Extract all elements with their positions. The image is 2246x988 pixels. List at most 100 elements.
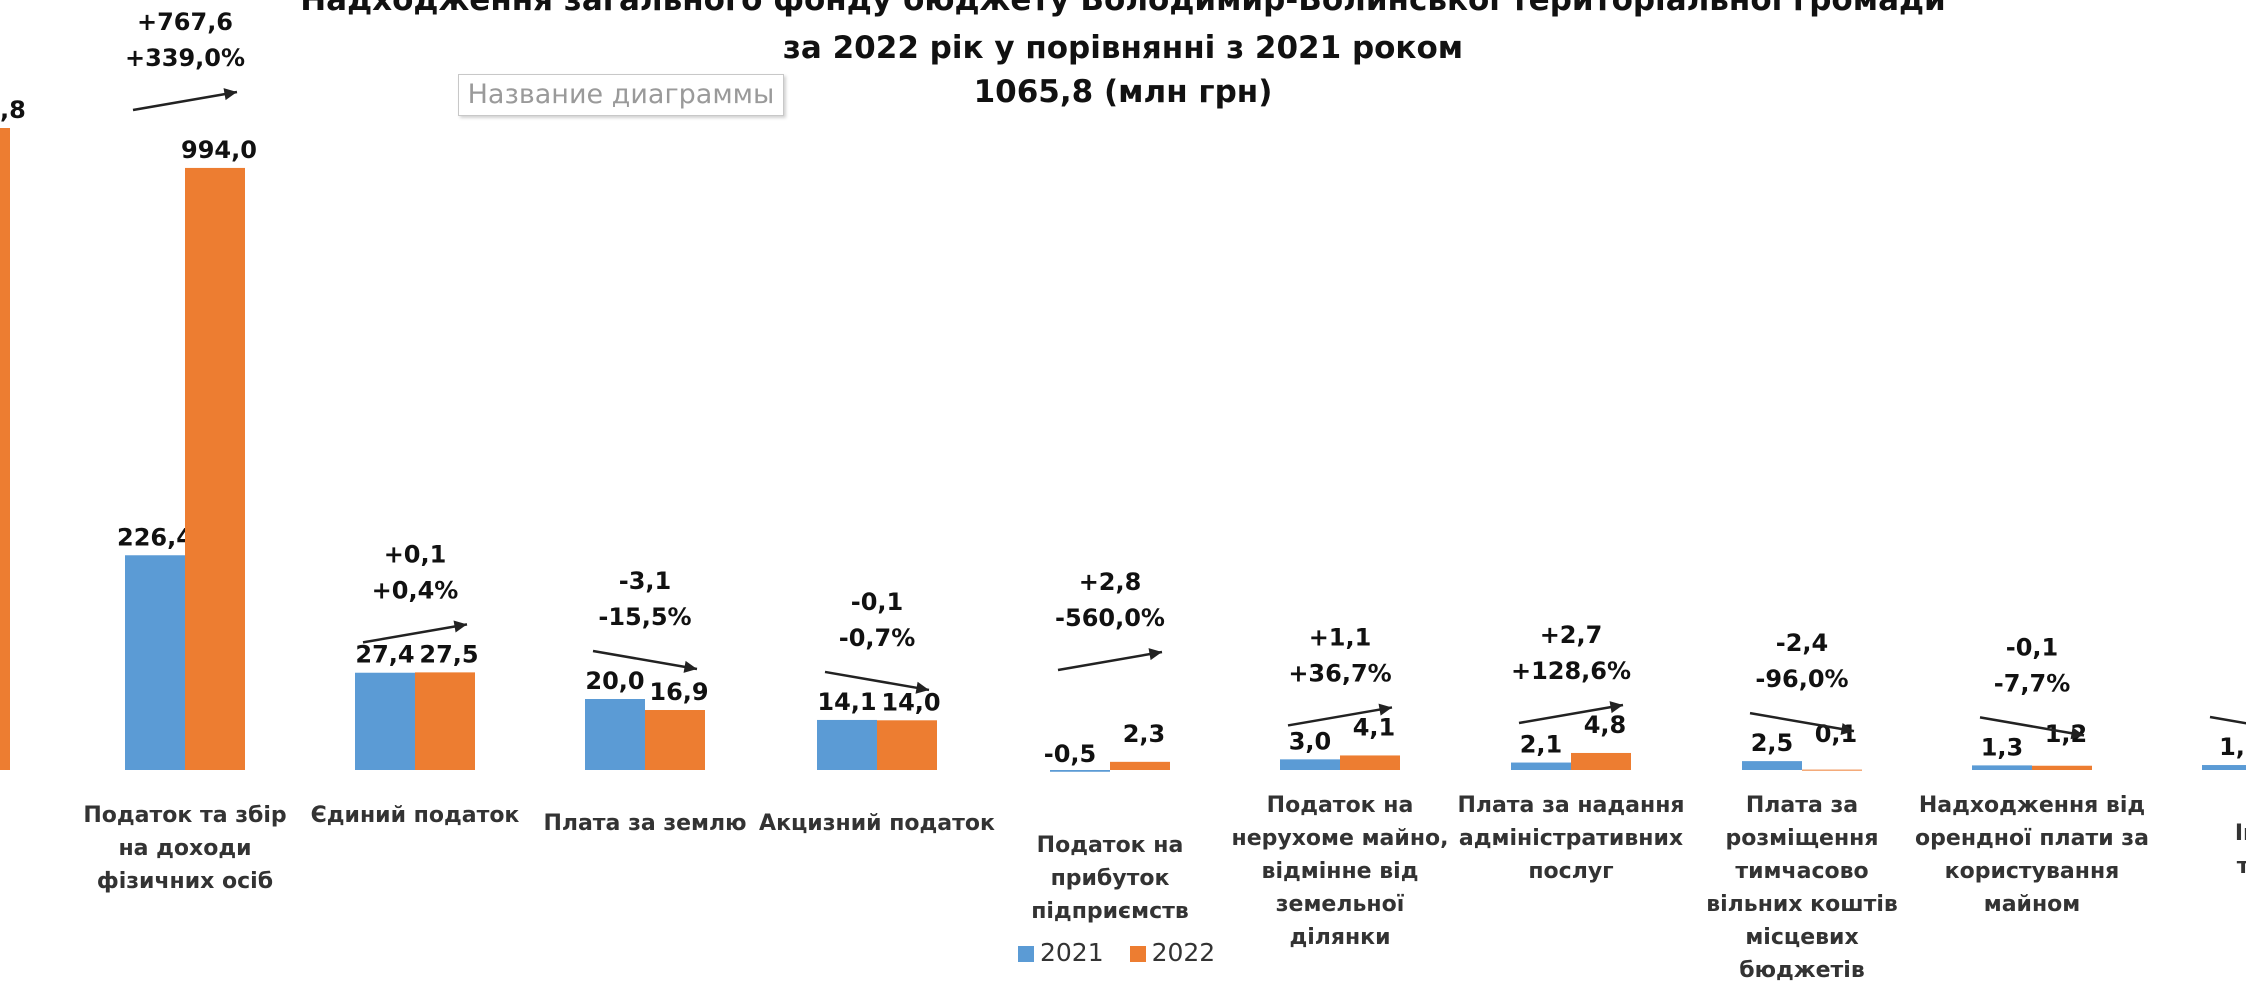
- bar-2021-4: [1050, 770, 1110, 772]
- chart-title-placeholder[interactable]: Название диаграммы: [458, 74, 784, 116]
- bar-2022-1: [415, 672, 475, 770]
- category-label-5-line-1: нерухоме майно,: [1232, 826, 1449, 851]
- bar-2022-7: [1802, 769, 1862, 771]
- category-label-4-line-1: прибуток: [1051, 866, 1170, 891]
- category-label-8-line-1: орендної плати за: [1915, 826, 2149, 851]
- category-label-7-line-4: місцевих: [1745, 925, 1858, 950]
- value-label-2022-2: 16,9: [649, 678, 708, 706]
- category-label-7-line-1: розміщення: [1726, 826, 1879, 851]
- bar-2022-5: [1340, 755, 1400, 770]
- chart-title-line-3: 1065,8 (млн грн): [973, 74, 1273, 110]
- category-label-0-line-1: на доходи: [118, 836, 251, 861]
- category-label-7-line-0: Плата за: [1746, 793, 1858, 818]
- bar-2022-partial-left: [0, 128, 10, 770]
- category-label-5-line-2: відмінне від: [1262, 859, 1419, 884]
- category-label-6-line-2: послуг: [1528, 859, 1613, 884]
- value-label-2021-7: 2,5: [1751, 729, 1794, 757]
- category-label-1-line-0: Єдиний податок: [311, 803, 520, 828]
- trend-arrow-head-1: [453, 620, 467, 633]
- category-label-7-line-5: бюджетів: [1739, 958, 1865, 983]
- value-label-2021-9: 1,: [2219, 733, 2245, 761]
- bar-2021-2: [585, 699, 645, 770]
- trend-arrow-head-5: [1378, 703, 1392, 716]
- change-abs-6: +2,7: [1540, 621, 1603, 649]
- trend-arrow-head-3: [915, 681, 929, 694]
- change-pct-5: +36,7%: [1288, 659, 1391, 687]
- trend-arrow-head-8: [2070, 727, 2084, 740]
- category-label-0-line-0: Податок та збір: [83, 803, 286, 828]
- bar-2021-1: [355, 672, 415, 770]
- category-label-4-line-2: підприємств: [1031, 899, 1189, 924]
- trend-arrow-line-5: [1287, 706, 1393, 727]
- category-label-0-line-2: фізичних осіб: [97, 869, 273, 894]
- trend-arrow-line-8: [1979, 716, 2085, 737]
- trend-arrow-line-6: [1518, 703, 1624, 725]
- category-label-6-line-1: адміністративних: [1459, 826, 1683, 851]
- bar-2022-0: [185, 167, 245, 771]
- category-label-8-line-3: майном: [1984, 892, 2081, 917]
- category-label-3-line-0: Акцизний податок: [759, 811, 995, 836]
- value-label-2021-4: -0,5: [1044, 740, 1096, 768]
- bar-2021-9: [2202, 765, 2246, 770]
- legend-label-2022: 2022: [1151, 938, 1216, 967]
- change-abs-4: +2,8: [1079, 568, 1142, 596]
- bar-2022-6: [1571, 752, 1631, 770]
- trend-arrow-line-4: [1057, 650, 1163, 672]
- change-pct-7: -96,0%: [1755, 665, 1848, 693]
- chart-title-line-1: Надходження загального фонду бюджету Вол…: [300, 0, 1946, 18]
- legend-swatch-2022: [1129, 946, 1146, 962]
- chart-legend: 2021 2022: [1018, 938, 1233, 967]
- value-label-2021-1: 27,4: [355, 641, 414, 669]
- legend-swatch-2021: [1018, 946, 1034, 962]
- category-label-5-line-0: Податок на: [1267, 793, 1414, 818]
- change-abs-1: +0,1: [384, 540, 447, 568]
- change-abs-0: +767,6: [137, 8, 233, 36]
- bar-2021-3: [817, 719, 877, 770]
- chart-title-line-2: за 2022 рік у порівнянні з 2021 роком: [782, 30, 1464, 66]
- category-label-7-line-2: тимчасово: [1735, 859, 1868, 884]
- bar-2022-4: [1110, 761, 1170, 770]
- bar-2021-7: [1742, 761, 1802, 770]
- category-label-8-line-0: Надходження від: [1919, 793, 2145, 818]
- category-label-5-line-4: ділянки: [1289, 925, 1390, 950]
- category-label-5-line-3: земельної: [1276, 892, 1405, 917]
- trend-arrow-line-7: [1749, 711, 1855, 733]
- bar-2021-8: [1972, 765, 2032, 770]
- bar-2022-8: [2032, 765, 2092, 770]
- value-label-2022-5: 4,1: [1353, 713, 1396, 741]
- value-label-2022-6: 4,8: [1584, 711, 1627, 739]
- value-label-partial-left: ,8: [0, 96, 26, 124]
- legend-entry-2022: 2022: [1129, 938, 1216, 967]
- change-pct-3: -0,7%: [839, 624, 916, 652]
- legend-entry-2021: 2021: [1018, 938, 1104, 967]
- bar-2021-0: [125, 555, 185, 770]
- trend-arrow-head-0: [223, 88, 237, 101]
- change-pct-2: -15,5%: [598, 603, 691, 631]
- trend-arrow-head-2: [683, 660, 697, 673]
- change-abs-8: -0,1: [2006, 633, 2058, 661]
- trend-arrow-line-0: [132, 90, 238, 112]
- trend-arrow-line-1: [362, 623, 468, 644]
- change-pct-4: -560,0%: [1055, 604, 1165, 632]
- value-label-2022-1: 27,5: [419, 640, 478, 668]
- value-label-2022-4: 2,3: [1123, 720, 1166, 748]
- bar-2021-5: [1280, 759, 1340, 770]
- category-label-4-line-0: Податок на: [1037, 833, 1184, 858]
- change-abs-5: +1,1: [1309, 623, 1372, 651]
- category-label-9-line-1: та п: [2237, 854, 2246, 879]
- category-label-2-line-0: Плата за землю: [543, 811, 746, 836]
- category-label-7-line-3: вільних коштів: [1706, 892, 1898, 917]
- trend-arrow-line-9: [2209, 715, 2246, 725]
- value-label-2021-5: 3,0: [1289, 727, 1332, 755]
- value-label-2021-6: 2,1: [1520, 731, 1563, 759]
- value-label-2022-0: 994,0: [181, 136, 257, 164]
- category-label-6-line-0: Плата за надання: [1457, 793, 1684, 818]
- category-label-8-line-2: користування: [1945, 859, 2120, 884]
- category-label-9-line-0: Інші: [2235, 821, 2246, 846]
- trend-arrow-head-4: [1148, 648, 1162, 661]
- trend-arrow-line-2: [592, 649, 698, 671]
- bar-2022-2: [645, 710, 705, 770]
- change-pct-1: +0,4%: [372, 576, 459, 604]
- change-abs-7: -2,4: [1776, 629, 1828, 657]
